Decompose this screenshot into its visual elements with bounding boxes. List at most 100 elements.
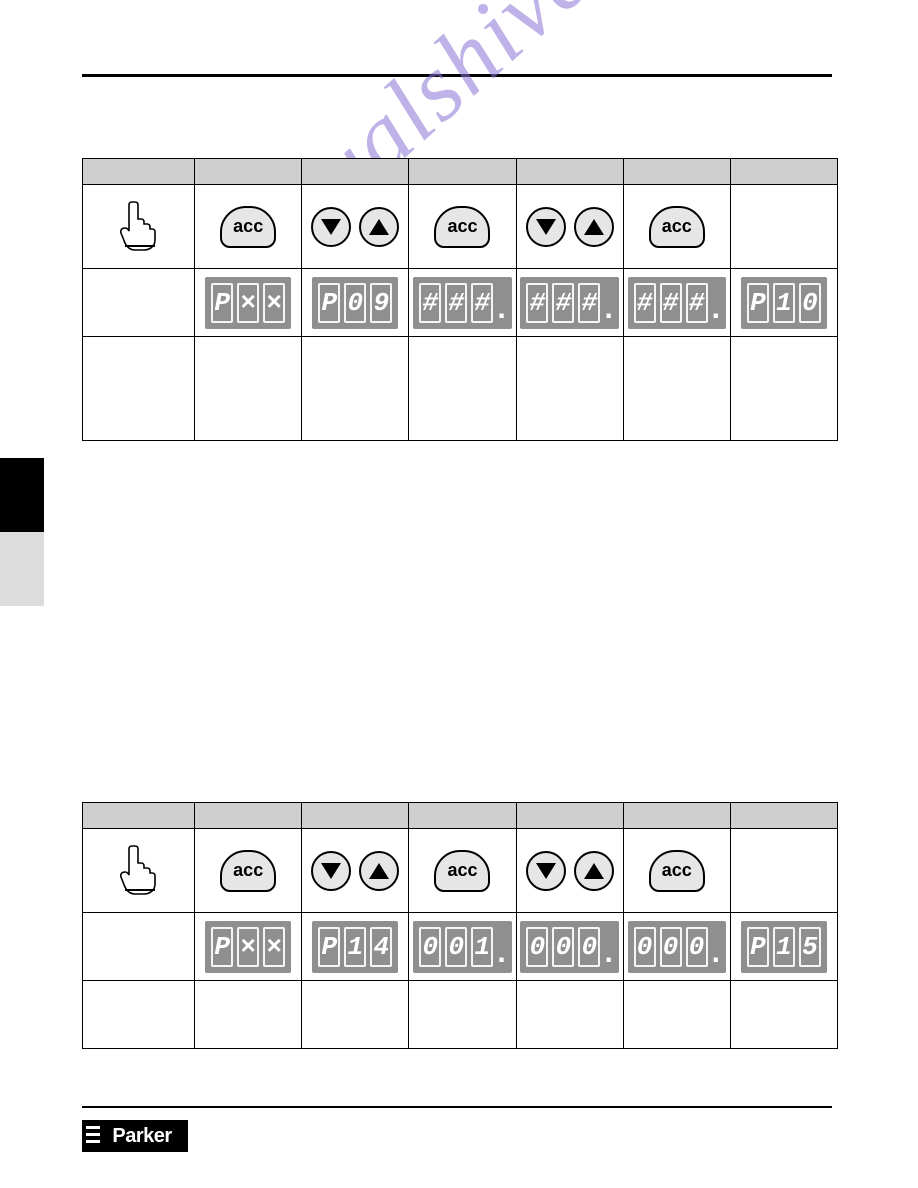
triangle-up-icon (369, 863, 389, 879)
down-button[interactable] (526, 851, 566, 891)
table-row (83, 159, 838, 185)
lcd-digit: P (211, 283, 233, 323)
down-button[interactable] (311, 207, 351, 247)
lcd-digit: 0 (578, 927, 600, 967)
lcd-digit: 0 (634, 927, 656, 967)
lcd-cell: P×× (195, 913, 302, 981)
lcd-dot: . (604, 943, 612, 967)
lcd-digit: 0 (552, 927, 574, 967)
table-row: acc acc acc (83, 185, 838, 269)
lcd-digit: # (578, 283, 600, 323)
lcd-display: P15 (741, 921, 827, 973)
triangle-up-icon (584, 219, 604, 235)
lcd-cell: 000. (623, 913, 730, 981)
lcd-display: P×× (205, 277, 291, 329)
lcd-digit: 0 (445, 927, 467, 967)
lcd-cell: 000. (516, 913, 623, 981)
lcd-display: 000. (520, 921, 618, 973)
button-cell: acc (195, 829, 302, 913)
lcd-cell: ###. (409, 269, 516, 337)
lcd-digit: P (747, 283, 769, 323)
triangle-down-icon (321, 219, 341, 235)
lcd-dot: . (712, 943, 720, 967)
acc-button[interactable]: acc (434, 850, 490, 892)
table-row (83, 803, 838, 829)
button-cell (516, 829, 623, 913)
lcd-cell: P10 (730, 269, 837, 337)
button-cell (302, 829, 409, 913)
button-cell (302, 185, 409, 269)
table-row (83, 337, 838, 441)
lcd-cell: P09 (302, 269, 409, 337)
lcd-cell: P×× (195, 269, 302, 337)
acc-label: acc (662, 860, 692, 881)
instruction-table-b: acc acc acc P×× P14 001. 000. 000. P15 (82, 802, 838, 1049)
down-button[interactable] (311, 851, 351, 891)
lcd-digit: × (263, 927, 285, 967)
lcd-display: 001. (413, 921, 511, 973)
button-cell: acc (623, 829, 730, 913)
lcd-digit: P (318, 927, 340, 967)
acc-button[interactable]: acc (220, 850, 276, 892)
acc-label: acc (447, 216, 477, 237)
acc-label: acc (233, 216, 263, 237)
pointing-hand-icon (115, 239, 163, 256)
lcd-digit: # (686, 283, 708, 323)
side-tab-active (0, 458, 44, 532)
lcd-dot: . (497, 943, 505, 967)
button-cell (516, 185, 623, 269)
table-row: P×× P14 001. 000. 000. P15 (83, 913, 838, 981)
lcd-digit: # (445, 283, 467, 323)
lcd-digit: # (419, 283, 441, 323)
pointing-hand-icon (115, 883, 163, 900)
acc-label: acc (662, 216, 692, 237)
page: manualshive.com acc acc acc P×× P09 ###.… (0, 0, 918, 1188)
up-button[interactable] (359, 851, 399, 891)
lcd-digit: 1 (773, 927, 795, 967)
button-cell (730, 185, 837, 269)
up-button[interactable] (574, 207, 614, 247)
lcd-digit: × (263, 283, 285, 323)
lcd-display: P10 (741, 277, 827, 329)
button-cell: acc (623, 185, 730, 269)
acc-button[interactable]: acc (434, 206, 490, 248)
lcd-digit: 1 (471, 927, 493, 967)
acc-label: acc (233, 860, 263, 881)
lcd-cell: 001. (409, 913, 516, 981)
lcd-display: ###. (628, 277, 726, 329)
acc-button[interactable]: acc (649, 206, 705, 248)
lcd-digit: # (471, 283, 493, 323)
acc-button[interactable]: acc (649, 850, 705, 892)
lcd-digit: 1 (773, 283, 795, 323)
lcd-digit: 0 (660, 927, 682, 967)
button-cell: acc (409, 185, 516, 269)
down-button[interactable] (526, 207, 566, 247)
footer-rule (82, 1106, 832, 1108)
acc-label: acc (447, 860, 477, 881)
lcd-digit: P (211, 927, 233, 967)
up-button[interactable] (359, 207, 399, 247)
lcd-dot: . (604, 299, 612, 323)
table-row: acc acc acc (83, 829, 838, 913)
lcd-cell: ###. (516, 269, 623, 337)
button-cell: acc (409, 829, 516, 913)
lcd-digit: # (634, 283, 656, 323)
lcd-display: 000. (628, 921, 726, 973)
lcd-digit: 1 (344, 927, 366, 967)
lcd-digit: P (318, 283, 340, 323)
lcd-dot: . (712, 299, 720, 323)
lcd-digit: 0 (344, 283, 366, 323)
lcd-cell: P15 (730, 913, 837, 981)
header-rule (82, 74, 832, 77)
lcd-digit: 4 (370, 927, 392, 967)
lcd-digit: 5 (799, 927, 821, 967)
table-row: P×× P09 ###. ###. ###. P10 (83, 269, 838, 337)
side-tabs (0, 458, 44, 680)
acc-button[interactable]: acc (220, 206, 276, 248)
lcd-digit: 9 (370, 283, 392, 323)
button-cell: acc (195, 185, 302, 269)
instruction-table-a: acc acc acc P×× P09 ###. ###. ###. P10 (82, 158, 838, 441)
lcd-display: ###. (520, 277, 618, 329)
hand-cell (83, 185, 195, 269)
up-button[interactable] (574, 851, 614, 891)
